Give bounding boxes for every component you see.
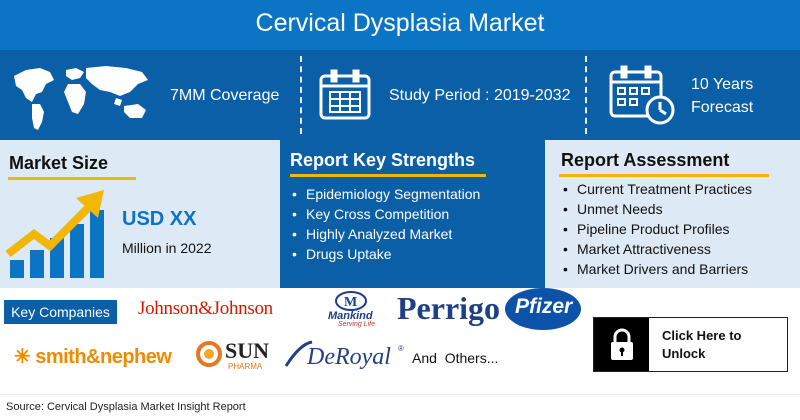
report-assessment-panel: Report Assessment Current Treatment Prac… xyxy=(545,140,800,288)
list-item: Market Attractiveness xyxy=(563,239,752,259)
list-item: Epidemiology Segmentation xyxy=(292,184,480,204)
calendar-clock-icon xyxy=(609,65,675,125)
market-size-subtext: Million in 2022 xyxy=(122,240,212,256)
study-period-text: Study Period : 2019-2032 xyxy=(389,87,571,104)
report-assessment-heading: Report Assessment xyxy=(561,150,730,170)
smith-nephew-logo-text: smith&nephew xyxy=(35,346,172,368)
deroyal-registered-mark: ® xyxy=(398,344,404,353)
list-item: Market Drivers and Barriers xyxy=(563,259,752,279)
title-bar: Cervical Dysplasia Market xyxy=(0,0,800,50)
and-others-text: And Others... xyxy=(412,350,499,366)
heading-underline xyxy=(290,174,486,177)
coverage-text: 7MM Coverage xyxy=(170,87,280,104)
forecast-text-line2: Forecast xyxy=(691,99,754,116)
divider xyxy=(585,56,587,134)
world-map-icon xyxy=(14,66,148,130)
divider xyxy=(300,56,302,134)
list-item: Current Treatment Practices xyxy=(563,179,752,199)
page-title: Cervical Dysplasia Market xyxy=(255,9,545,37)
deroyal-logo-swoosh xyxy=(284,340,313,367)
mankind-tagline: Serving Life xyxy=(338,321,375,328)
key-strengths-heading: Report Key Strengths xyxy=(290,150,476,170)
list-item: Drugs Uptake xyxy=(292,244,480,264)
list-item: Highly Analyzed Market xyxy=(292,224,480,244)
market-size-heading: Market Size xyxy=(9,153,109,173)
sun-pharma-logo: SUN xyxy=(225,338,270,363)
perrigo-logo: Perrigo xyxy=(397,290,501,326)
report-assessment-list: Current Treatment Practices Unmet Needs … xyxy=(563,179,752,279)
lock-icon xyxy=(611,328,633,360)
pfizer-logo: Pfizer xyxy=(505,288,581,330)
lock-icon-box xyxy=(594,318,649,371)
growth-chart-icon xyxy=(5,190,104,278)
heading-underline xyxy=(8,177,136,180)
heading-underline xyxy=(559,174,769,177)
key-companies-section: Key Companies Johnson&Johnson M Mankind … xyxy=(0,288,800,394)
mankind-logo: Mankind xyxy=(328,310,373,322)
johnson-johnson-logo: Johnson&Johnson xyxy=(138,298,273,319)
forecast-text-line1: 10 Years xyxy=(691,76,754,93)
smith-nephew-mark: ✳ xyxy=(14,346,31,368)
list-item: Unmet Needs xyxy=(563,199,752,219)
key-strengths-panel: Report Key Strengths Epidemiology Segmen… xyxy=(280,140,545,288)
unlock-button-label: Click Here to Unlock xyxy=(662,328,742,361)
pfizer-logo-text: Pfizer xyxy=(515,295,573,318)
key-strengths-list: Epidemiology Segmentation Key Cross Comp… xyxy=(292,184,480,264)
key-companies-label: Key Companies xyxy=(4,300,117,324)
market-size-panel: Market Size USD XX Million in 2022 xyxy=(0,140,280,288)
sun-pharma-logo-mark xyxy=(196,341,222,367)
stats-strip: 7MM Coverage Study Period : 2019-2032 xyxy=(0,50,800,140)
calendar-icon xyxy=(319,69,371,120)
footer: Source: Cervical Dysplasia Market Insigh… xyxy=(0,394,800,420)
svg-text:M: M xyxy=(344,295,357,310)
list-item: Pipeline Product Profiles xyxy=(563,219,752,239)
sun-pharma-sub: PHARMA xyxy=(228,362,263,371)
list-item: Key Cross Competition xyxy=(292,204,480,224)
deroyal-logo: DeRoyal xyxy=(307,344,391,370)
market-size-value: USD XX xyxy=(122,208,197,230)
mankind-logo-mark: M xyxy=(335,291,367,311)
source-text: Source: Cervical Dysplasia Market Insigh… xyxy=(6,401,246,413)
smith-nephew-logo: ✳ smith&nephew xyxy=(14,344,172,369)
unlock-button[interactable]: Click Here to Unlock xyxy=(593,317,788,372)
